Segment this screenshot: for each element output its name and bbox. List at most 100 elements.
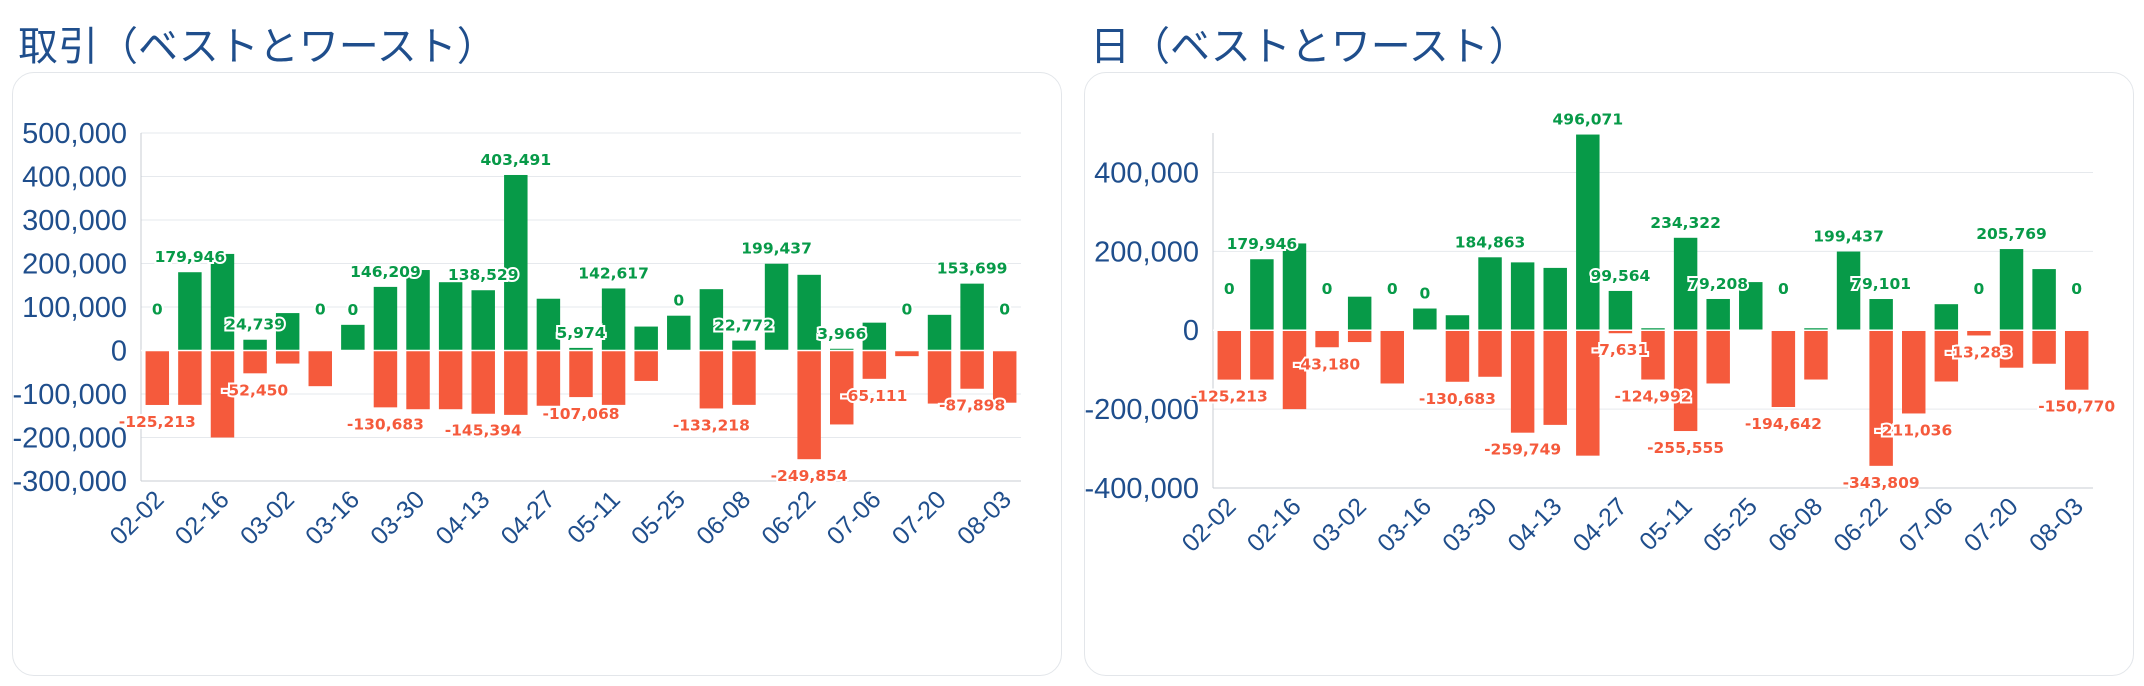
- data-label: 0: [902, 301, 913, 319]
- profit-bar-19: [764, 263, 789, 351]
- data-label: -43,180: [1294, 355, 1360, 373]
- loss-bar-23: [895, 350, 919, 357]
- x-tick-label: 02-16: [170, 485, 235, 550]
- x-tick-label: 03-02: [1307, 492, 1372, 557]
- loss-bar-7: [1445, 330, 1470, 382]
- profit-bar-10: [471, 290, 495, 351]
- loss-bar-24: [1999, 330, 2024, 368]
- loss-bar-2: [210, 350, 235, 438]
- x-tick-label: 05-11: [562, 485, 626, 549]
- data-label: 234,322: [1650, 214, 1721, 232]
- x-tick-label: 06-22: [756, 485, 821, 550]
- profit-bar-7: [373, 286, 398, 351]
- profit-bar-7: [1445, 315, 1470, 331]
- data-label: 0: [152, 301, 163, 319]
- data-label: -125,213: [119, 413, 196, 431]
- data-label: 0: [1974, 280, 1985, 298]
- x-tick-label: 04-13: [1502, 492, 1567, 557]
- profit-bar-6: [341, 324, 365, 351]
- loss-bar-22: [1934, 330, 1959, 382]
- data-label: 146,209: [350, 263, 421, 281]
- x-tick-label: 04-13: [430, 485, 495, 550]
- bar-chart-trades: 500,000 400,000 300,000 200,000 100,000 0 -100…: [13, 118, 1021, 550]
- profit-bar-1: [1250, 259, 1274, 331]
- data-label: -7,631: [1593, 341, 1648, 359]
- loss-bar-1: [1250, 330, 1274, 380]
- loss-bar-4: [1347, 330, 1372, 343]
- data-label: 79,208: [1688, 275, 1748, 293]
- data-label: 205,769: [1976, 225, 2047, 243]
- data-label: -249,854: [771, 467, 848, 485]
- y-tick-label: 200,000: [22, 249, 127, 281]
- loss-bar-4: [275, 350, 300, 364]
- y-tick-label: -100,000: [13, 379, 127, 411]
- profit-bar-22: [1934, 304, 1959, 331]
- profit-bar-14: [601, 288, 626, 351]
- data-label: 0: [347, 301, 358, 319]
- profit-bar-21: [830, 348, 854, 351]
- profit-bar-4: [275, 313, 300, 351]
- loss-bar-0: [1217, 330, 1242, 380]
- y-tick-label: 400,000: [1094, 157, 1199, 189]
- loss-bar-17: [699, 350, 724, 409]
- loss-bar-14: [1673, 330, 1698, 432]
- loss-bar-1: [178, 350, 202, 405]
- loss-bar-3: [1315, 330, 1339, 348]
- data-label: 3,966: [817, 325, 866, 343]
- profit-bar-4: [1347, 296, 1372, 331]
- profit-bar-2: [210, 253, 235, 351]
- data-label: 0: [2071, 280, 2082, 298]
- data-label: 199,437: [741, 240, 812, 258]
- data-label: 0: [1419, 285, 1430, 303]
- profit-bar-11: [1576, 134, 1600, 331]
- y-tick-label: -400,000: [1085, 473, 1199, 505]
- data-label: 0: [315, 301, 326, 319]
- data-label: 179,946: [155, 248, 226, 266]
- profit-bar-24: [927, 314, 952, 351]
- data-label: 0: [1224, 280, 1235, 298]
- loss-bar-5: [1380, 330, 1404, 384]
- loss-bar-22: [862, 350, 887, 379]
- data-label: 142,617: [578, 264, 649, 282]
- loss-bar-15: [1706, 330, 1730, 384]
- x-tick-label: 04-27: [1568, 492, 1633, 557]
- profit-bar-13: [1641, 328, 1665, 331]
- x-tick-label: 02-16: [1242, 492, 1307, 557]
- x-tick-label: 07-20: [887, 485, 952, 550]
- x-tick-label: 04-27: [496, 485, 561, 550]
- loss-bar-5: [308, 350, 332, 387]
- loss-bar-12: [536, 350, 561, 406]
- profit-bar-24: [1999, 249, 2024, 331]
- profit-bar-16: [1739, 282, 1763, 331]
- y-tick-label: 0: [1183, 315, 1199, 347]
- profit-bar-20: [1869, 299, 1893, 331]
- data-label: 179,946: [1227, 235, 1298, 253]
- y-tick-label: -200,000: [1085, 394, 1199, 426]
- x-tick-label: 07-20: [1959, 492, 2024, 557]
- data-label: 0: [1778, 280, 1789, 298]
- loss-bar-3: [243, 350, 267, 374]
- profit-bar-12: [536, 298, 561, 351]
- data-label: -107,068: [542, 405, 619, 423]
- profit-bar-10: [1543, 267, 1567, 331]
- data-label: -65,111: [841, 387, 907, 405]
- x-tick-label: 03-16: [1372, 492, 1437, 557]
- x-tick-label: 05-25: [626, 485, 691, 550]
- loss-bar-20: [1869, 330, 1893, 466]
- profit-bar-18: [1804, 328, 1828, 331]
- y-tick-label: -200,000: [13, 423, 127, 455]
- data-label: 0: [673, 292, 684, 310]
- profit-bar-25: [960, 283, 984, 351]
- profit-bar-8: [406, 270, 430, 351]
- loss-bar-10: [471, 350, 495, 414]
- profit-bar-1: [178, 272, 202, 351]
- data-label: 79,101: [1851, 275, 1911, 293]
- data-label: -145,394: [445, 422, 522, 440]
- data-label: -150,770: [2038, 398, 2115, 416]
- profit-bar-14: [1673, 237, 1698, 331]
- chart-title-trades: 取引（ベストとワースト）: [18, 24, 497, 70]
- data-label: -259,749: [1484, 441, 1561, 459]
- loss-bar-11: [1576, 330, 1600, 456]
- loss-bar-9: [1510, 330, 1535, 433]
